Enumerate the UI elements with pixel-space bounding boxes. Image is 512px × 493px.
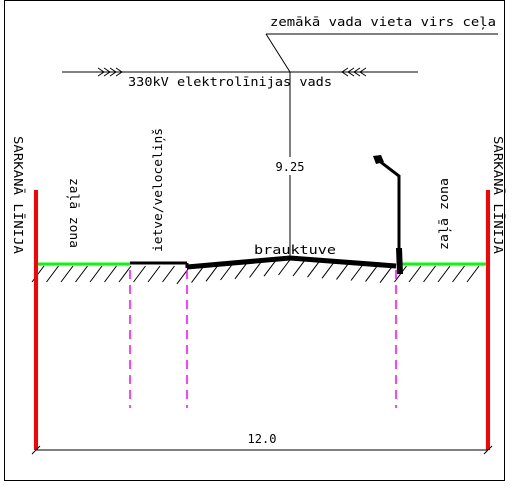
hatch-tick bbox=[292, 259, 306, 277]
hatch-tick bbox=[147, 265, 161, 283]
hatch-tick bbox=[89, 265, 103, 283]
wire-arrows-left-icon bbox=[97, 67, 123, 77]
hatch-tick bbox=[437, 265, 451, 283]
hatch-tick bbox=[466, 265, 480, 283]
hatch-tick bbox=[423, 265, 436, 283]
utility-lines bbox=[129, 270, 397, 408]
hatch-tick bbox=[234, 262, 248, 280]
hatch-tick bbox=[249, 261, 262, 278]
green-zone-left-label: zaļā zona bbox=[66, 178, 81, 248]
low-wire-label: zemākā vada vieta virs ceļa bbox=[270, 15, 496, 30]
power-line: 330kV elektrolīnijas vads bbox=[62, 67, 418, 89]
hatch-tick bbox=[408, 265, 422, 283]
carriageway-label: brauktuve bbox=[254, 243, 336, 257]
hatch-tick bbox=[191, 266, 204, 283]
sidewalk-label: ietve/veloceliņš bbox=[151, 128, 166, 252]
hatch-tick bbox=[104, 265, 117, 283]
hatch-tick bbox=[336, 263, 349, 280]
hatch-tick bbox=[321, 261, 335, 279]
hatch-tick bbox=[452, 265, 465, 283]
low-wire-annotation: zemākā vada vieta virs ceļa bbox=[265, 15, 498, 73]
hatch-tick bbox=[307, 260, 320, 278]
green-zone-right-label: zaļā zona bbox=[437, 178, 452, 250]
width-dimension: 12.0 bbox=[31, 432, 493, 455]
red-line-left-label: SARKANĀ LĪNIJA bbox=[11, 136, 25, 255]
hatch-tick bbox=[350, 264, 364, 281]
hatch-tick bbox=[118, 265, 132, 283]
hatch-tick bbox=[263, 259, 277, 277]
street-lamp-icon bbox=[373, 155, 403, 274]
ground-hatching bbox=[31, 258, 480, 285]
hatch-tick bbox=[365, 265, 378, 282]
hatch-tick bbox=[205, 264, 219, 282]
hatch-tick bbox=[75, 265, 88, 283]
hatch-tick bbox=[133, 265, 146, 283]
red-line-right-label: SARKANĀ LĪNIJA bbox=[491, 136, 505, 255]
hatch-tick bbox=[60, 265, 74, 283]
width-label: 12.0 bbox=[248, 432, 277, 446]
carriageway-surface bbox=[186, 255, 397, 270]
power-line-label: 330kV elektrolīnijas vads bbox=[128, 75, 332, 89]
hatch-tick bbox=[379, 266, 393, 284]
hatch-tick bbox=[46, 265, 59, 283]
drawing-frame bbox=[4, 0, 505, 481]
clearance-dimension: 9.25 bbox=[276, 72, 305, 258]
clearance-label: 9.25 bbox=[276, 160, 305, 174]
wire-arrows-right-icon bbox=[341, 67, 367, 77]
hatch-tick bbox=[220, 263, 233, 281]
hatch-tick bbox=[162, 265, 175, 283]
hatch-tick bbox=[278, 258, 291, 276]
